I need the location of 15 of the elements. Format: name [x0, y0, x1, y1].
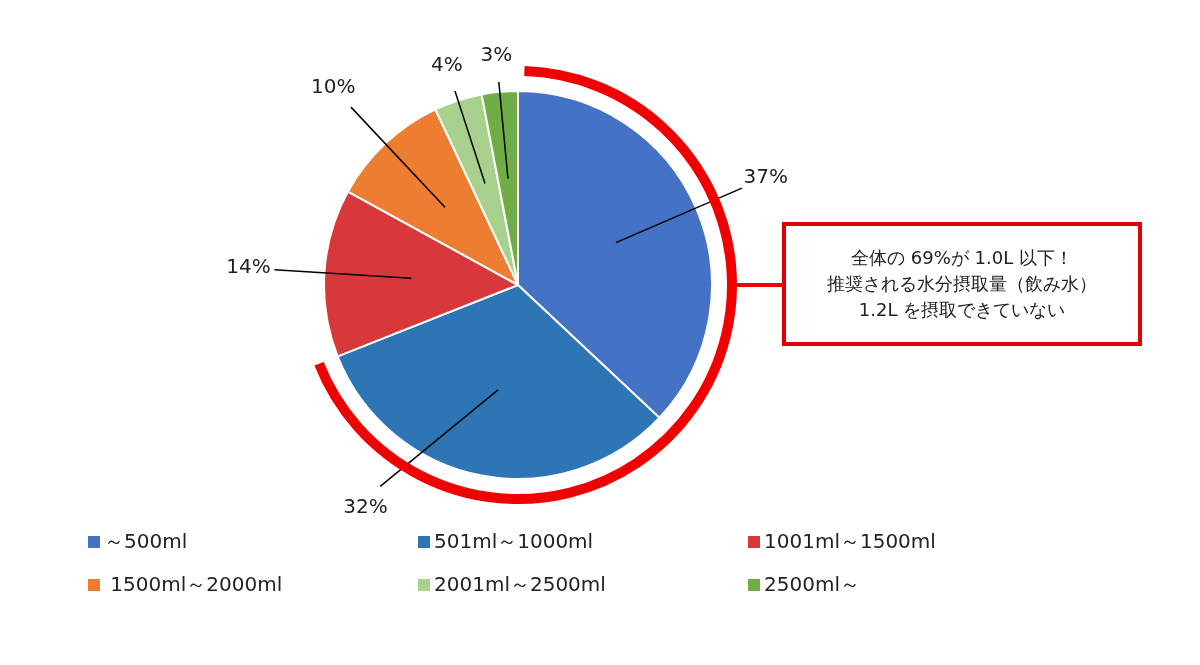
data-label: 3%	[480, 42, 513, 67]
legend-label: 2001ml～2500ml	[433, 571, 607, 598]
data-label: 10%	[310, 74, 356, 99]
data-label: 32%	[343, 494, 388, 519]
legend-label: ～500ml	[103, 528, 189, 555]
legend-label: 1001ml～1500ml	[763, 528, 937, 555]
legend-label: 501ml～1000ml	[433, 528, 595, 555]
data-label: 14%	[226, 254, 271, 279]
text: 全体の 69%が 1.0L 以下！	[851, 246, 1073, 270]
data-label: 4%	[431, 52, 463, 77]
data-label: 37%	[743, 163, 789, 188]
legend-label: 2500ml～	[763, 571, 861, 598]
text: 1.2L を摂取できていない	[858, 298, 1066, 322]
text: 推奨される水分摂取量（飲み水）	[827, 272, 1097, 296]
legend-label: 1500ml～2000ml	[109, 571, 284, 598]
